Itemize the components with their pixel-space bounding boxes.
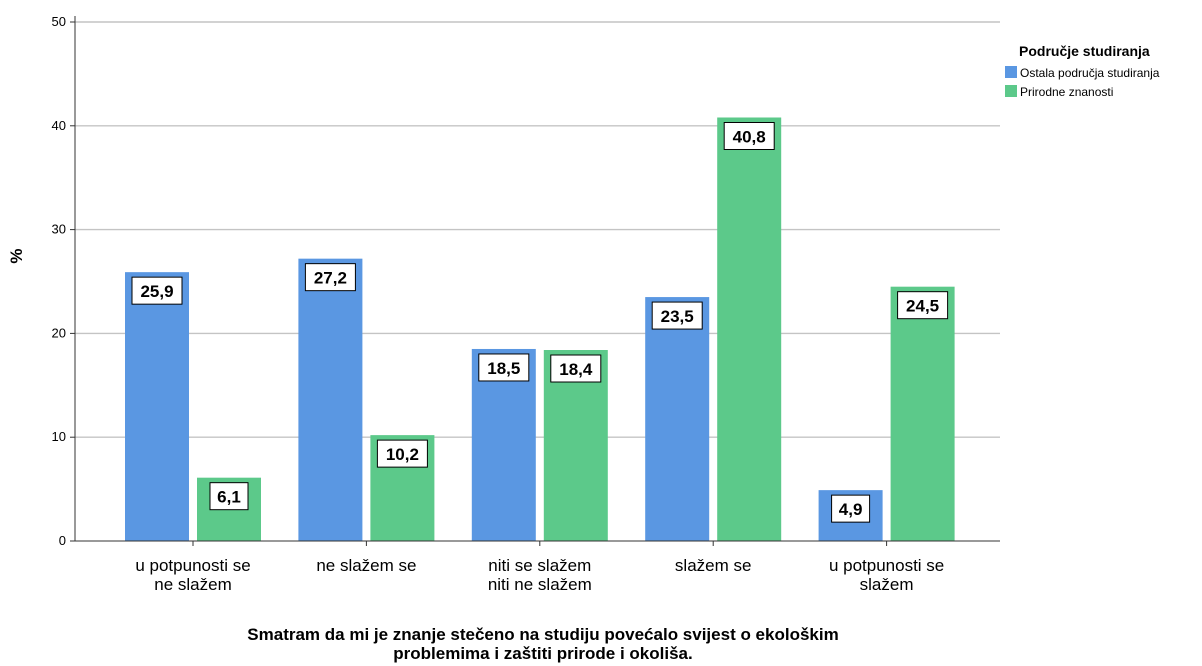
data-label-box [376, 439, 428, 468]
data-label: 4,9 [839, 500, 863, 519]
data-label-box [131, 276, 183, 305]
data-label-box [651, 301, 703, 330]
data-label: 27,2 [314, 269, 347, 288]
bar [125, 272, 189, 541]
y-tick-label: 20 [52, 325, 66, 340]
y-axis: 0 10 20 30 40 50 [52, 14, 76, 548]
data-label: 23,5 [661, 307, 694, 326]
x-tick-label: ne slažem se [316, 556, 416, 575]
data-label-box [209, 482, 249, 511]
legend-entry: Prirodne znanosti [1020, 85, 1113, 99]
y-tick-label: 30 [52, 222, 66, 237]
data-label: 10,2 [386, 445, 419, 464]
x-axis-title: Smatram da mi je znanje stečeno na studi… [247, 625, 838, 663]
legend: Područje studiranja Ostala područja studi… [1005, 43, 1160, 99]
x-tick-label: u potpunosti se [135, 556, 250, 575]
gridlines [75, 21, 1000, 438]
x-tick-label: ne slažem [154, 575, 231, 594]
y-tick-label: 0 [59, 533, 66, 548]
x-axis-title-line: problemima i zaštiti prirode i okoliša. [393, 644, 692, 663]
legend-swatch [1005, 85, 1017, 97]
x-tick-label: slažem se [675, 556, 752, 575]
bar [890, 286, 955, 541]
data-label-box [304, 263, 356, 292]
y-tick-label: 10 [52, 429, 66, 444]
x-tick-label: niti ne slažem [488, 575, 592, 594]
data-label: 25,9 [140, 282, 173, 301]
bars [125, 117, 955, 541]
x-tick-label: u potpunosti se [829, 556, 944, 575]
bar [298, 258, 363, 541]
data-label-box [831, 494, 871, 523]
x-tick-label: slažem [860, 575, 914, 594]
y-axis-title: % [7, 248, 26, 263]
data-label: 6,1 [217, 488, 241, 507]
data-label: 40,8 [733, 127, 766, 146]
y-tick-label: 40 [52, 118, 66, 133]
legend-entry: Ostala područja studiranja [1020, 66, 1160, 80]
data-label: 24,5 [906, 297, 939, 316]
bar [717, 117, 782, 541]
data-label: 18,5 [487, 359, 520, 378]
legend-swatch [1005, 66, 1017, 78]
legend-title: Područje studiranja [1019, 43, 1150, 59]
data-label: 18,4 [559, 360, 593, 379]
data-label-box [550, 354, 602, 383]
data-labels: 25,9 6,1 27,2 10,2 18,5 18,4 23,5 40,8 4,9 24,5 [131, 121, 949, 523]
data-label-box [478, 353, 530, 382]
x-axis-title-line: Smatram da mi je znanje stečeno na studi… [247, 625, 838, 644]
x-tick-label: niti se slažem [488, 556, 591, 575]
data-label-box [723, 121, 775, 150]
bar [645, 297, 710, 541]
data-label-box [897, 291, 949, 320]
y-tick-label: 50 [52, 14, 66, 29]
